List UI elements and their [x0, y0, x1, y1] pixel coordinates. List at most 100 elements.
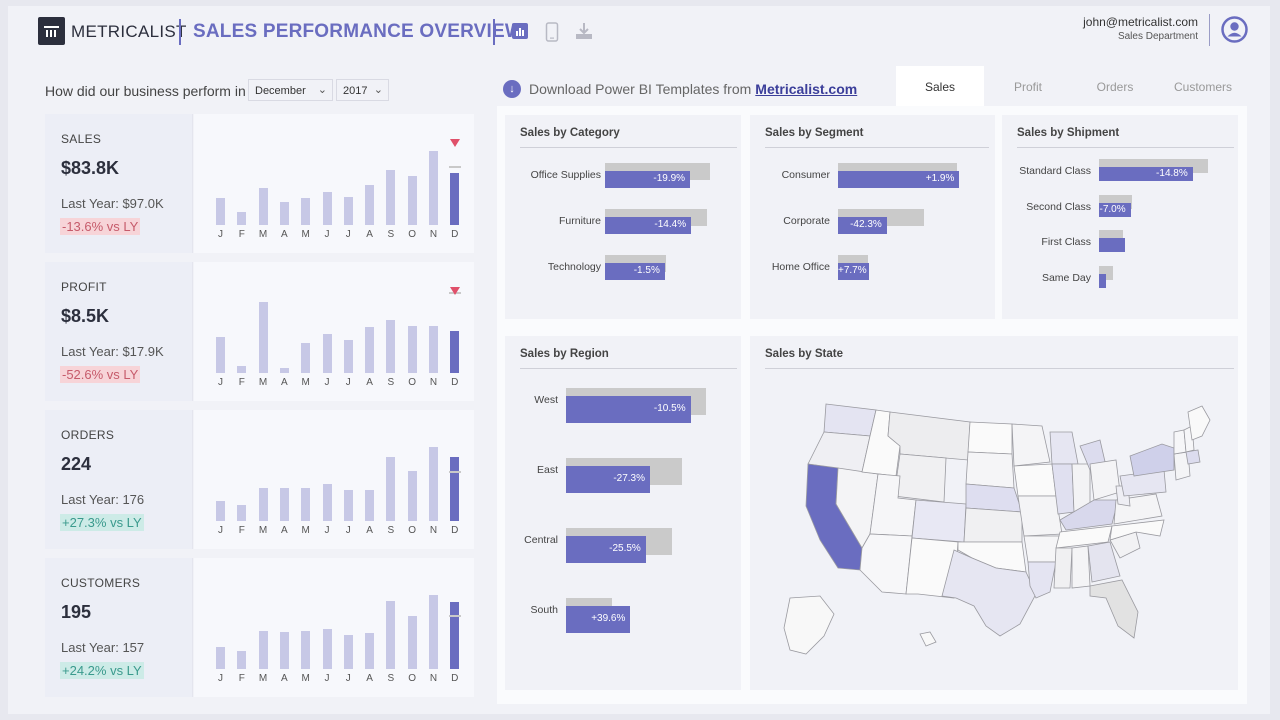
month-bar[interactable]	[301, 630, 311, 669]
month-bar[interactable]	[322, 333, 332, 373]
download-templates: ↓ Download Power BI Templates from Metri…	[503, 80, 857, 98]
tab-customers[interactable]: Customers	[1173, 80, 1232, 94]
month-bar[interactable]	[450, 330, 460, 373]
card-divider	[1017, 147, 1234, 148]
bar-data-label: +7.7%	[838, 265, 867, 276]
month-bar[interactable]	[216, 337, 225, 373]
month-label: J	[324, 525, 330, 536]
month-bar[interactable]	[429, 326, 438, 373]
map-state-la	[1027, 561, 1057, 599]
current-bar[interactable]	[838, 262, 869, 280]
month-bar[interactable]	[386, 600, 396, 669]
month-label: N	[429, 525, 438, 536]
month-bar[interactable]	[258, 301, 268, 373]
last-year-marker	[448, 165, 461, 168]
month-bar[interactable]	[279, 202, 289, 225]
month-bar[interactable]	[279, 367, 289, 373]
month-bar[interactable]	[237, 211, 247, 225]
month-label: N	[429, 673, 438, 684]
month-label: J	[218, 525, 223, 536]
month-bar[interactable]	[322, 629, 332, 669]
month-bar[interactable]	[216, 501, 225, 521]
month-bar[interactable]	[343, 196, 353, 225]
download-text: Download Power BI Templates from	[529, 81, 752, 97]
phone-icon[interactable]	[545, 22, 565, 42]
month-bar[interactable]	[258, 630, 268, 669]
month-bar[interactable]	[450, 173, 460, 225]
month-bar[interactable]	[258, 188, 268, 225]
month-bar[interactable]	[322, 484, 332, 521]
month-bar[interactable]	[429, 447, 438, 521]
current-bar[interactable]	[1099, 238, 1126, 252]
card-sales-by-region: Sales by Region West -10.5% East -27.3% Cent…	[505, 336, 741, 690]
current-bar[interactable]	[1099, 273, 1106, 288]
current-bar[interactable]	[605, 262, 665, 280]
month-bar[interactable]	[429, 595, 438, 669]
month-bar[interactable]	[301, 197, 311, 225]
month-select[interactable]: December ⌄	[248, 79, 333, 101]
month-label: A	[366, 525, 373, 536]
current-bar[interactable]	[838, 216, 887, 234]
month-label: D	[451, 673, 459, 684]
current-bar[interactable]	[566, 605, 631, 633]
month-label: J	[345, 525, 351, 536]
card-divider	[765, 368, 1234, 369]
month-bar[interactable]	[407, 326, 417, 373]
kpi-value: $83.8K	[61, 158, 120, 178]
month-bar[interactable]	[301, 342, 311, 373]
map-state-tx	[941, 549, 1037, 637]
current-bar[interactable]	[566, 535, 646, 563]
month-bar[interactable]	[322, 191, 332, 225]
month-bar[interactable]	[365, 489, 375, 521]
year-select[interactable]: 2017 ⌄	[336, 79, 389, 101]
month-bar[interactable]	[258, 487, 268, 521]
current-bar[interactable]	[605, 170, 691, 188]
month-bar[interactable]	[386, 319, 396, 373]
bar-data-label: -14.8%	[1156, 168, 1188, 179]
month-bar[interactable]	[407, 470, 417, 521]
month-label: D	[451, 377, 459, 388]
kpi-card-orders: ORDERS 224 Last Year: 176 +27.3% vs LY	[45, 410, 193, 549]
month-bar[interactable]	[216, 197, 225, 225]
month-bar[interactable]	[365, 327, 375, 373]
tab-sales[interactable]: Sales	[896, 66, 984, 106]
month-bar[interactable]	[237, 365, 247, 373]
avatar-icon[interactable]	[1221, 16, 1248, 43]
bar-data-label: -14.4%	[654, 219, 687, 230]
current-bar[interactable]	[566, 395, 691, 423]
current-bar[interactable]	[1099, 202, 1131, 217]
month-bar[interactable]	[407, 615, 417, 669]
month-bar[interactable]	[237, 651, 247, 669]
month-bar[interactable]	[450, 601, 460, 669]
month-bar[interactable]	[386, 457, 396, 521]
download-icon[interactable]	[575, 22, 595, 42]
month-bar[interactable]	[365, 633, 375, 669]
map-state-fl	[1089, 579, 1139, 639]
month-bar[interactable]	[301, 487, 311, 521]
month-bar[interactable]	[343, 489, 353, 521]
current-bar[interactable]	[566, 465, 650, 493]
us-state-map[interactable]	[750, 336, 1238, 690]
user-email: john@metricalist.com	[1083, 15, 1198, 29]
tab-orders[interactable]: Orders	[1096, 80, 1134, 94]
current-bar[interactable]	[838, 170, 960, 188]
month-bar[interactable]	[216, 646, 225, 669]
bar-chart-icon[interactable]	[511, 22, 531, 42]
month-bar[interactable]	[343, 634, 353, 669]
metricalist-link[interactable]: Metricalist.com	[755, 81, 858, 97]
month-bar[interactable]	[365, 185, 375, 225]
month-bar[interactable]	[237, 505, 247, 521]
kpi-label: CUSTOMERS	[61, 576, 141, 590]
current-bar[interactable]	[605, 216, 692, 234]
month-bar[interactable]	[279, 632, 289, 669]
current-bar[interactable]	[1099, 167, 1193, 181]
month-bar[interactable]	[450, 457, 460, 521]
bar-category-label: Home Office	[771, 260, 830, 273]
month-bar[interactable]	[279, 487, 289, 521]
month-label: S	[387, 229, 395, 240]
tab-profit[interactable]: Profit	[1013, 80, 1042, 94]
month-bar[interactable]	[429, 151, 438, 225]
month-bar[interactable]	[407, 176, 417, 225]
month-bar[interactable]	[343, 339, 353, 373]
month-bar[interactable]	[386, 169, 396, 225]
